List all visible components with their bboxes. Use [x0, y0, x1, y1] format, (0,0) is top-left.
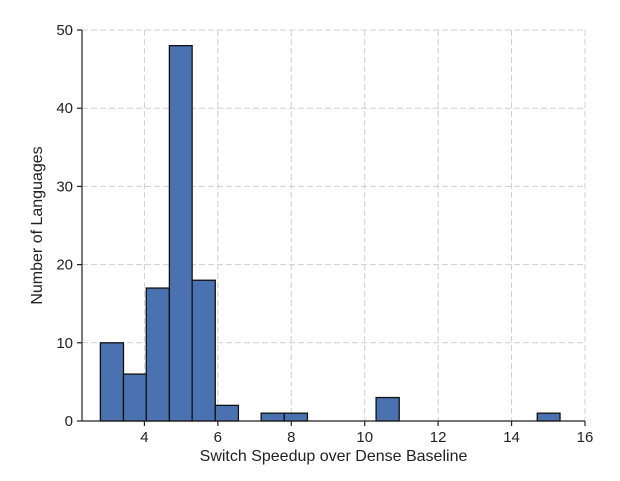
histogram-bar — [214, 404, 240, 422]
grid — [82, 29, 586, 421]
x-tick-label: 14 — [503, 429, 520, 446]
y-tick-label: 20 — [56, 257, 73, 274]
histogram-bar — [260, 412, 285, 422]
histogram-bar — [283, 412, 309, 422]
y-tick-label: 50 — [56, 22, 73, 39]
y-axis-label: Number of Languages — [29, 146, 46, 304]
x-tick-label: 12 — [430, 429, 447, 446]
histogram-bar — [122, 373, 147, 422]
histogram-bar — [145, 287, 171, 422]
histogram-bar — [375, 396, 400, 422]
bars — [99, 44, 561, 422]
x-tick-label: 6 — [214, 429, 222, 446]
histogram-bar — [168, 44, 193, 422]
y-tick-label: 30 — [56, 178, 73, 195]
histogram-bar — [191, 279, 216, 422]
x-tick-label: 8 — [287, 429, 295, 446]
x-tick-label: 10 — [356, 429, 373, 446]
y-tick-label: 10 — [56, 335, 73, 352]
y-ticks: 0 10 20 30 40 50 — [56, 22, 82, 430]
x-ticks: 4 6 8 10 12 14 16 — [140, 421, 593, 446]
x-tick-label: 16 — [577, 429, 594, 446]
x-tick-label: 4 — [140, 429, 148, 446]
y-tick-label: 40 — [56, 100, 73, 117]
x-axis-label: Switch Speedup over Dense Baseline — [200, 448, 468, 465]
y-tick-label: 0 — [65, 413, 73, 430]
histogram-bar — [536, 412, 561, 422]
axes — [81, 30, 585, 422]
histogram-bar — [99, 342, 125, 422]
